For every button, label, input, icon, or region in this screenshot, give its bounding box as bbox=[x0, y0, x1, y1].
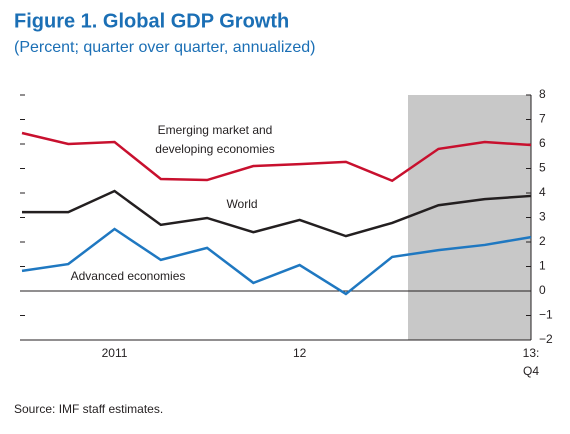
x-tick-label: 12 bbox=[293, 346, 307, 360]
chart-subtitle: (Percent; quarter over quarter, annualiz… bbox=[14, 39, 316, 56]
projection-shade bbox=[408, 95, 531, 340]
y-tick-label: 7 bbox=[539, 112, 546, 126]
y-tick-label: 3 bbox=[539, 210, 546, 224]
y-tick-label: 1 bbox=[539, 259, 546, 273]
y-tick-label: 0 bbox=[539, 283, 546, 297]
y-tick-label: 5 bbox=[539, 161, 546, 175]
chart-title: Figure 1. Global GDP Growth bbox=[14, 10, 289, 32]
x-tick-label-line2: Q4 bbox=[523, 364, 539, 378]
series-label: developing economies bbox=[155, 142, 274, 156]
series-label: Emerging market and bbox=[158, 123, 273, 137]
series-line bbox=[22, 189, 532, 238]
y-tick-label: 6 bbox=[539, 136, 546, 150]
series-label: Advanced economies bbox=[71, 269, 186, 283]
y-tick-label: −2 bbox=[539, 332, 553, 346]
series-line bbox=[21, 227, 532, 296]
x-tick-label: 13: bbox=[523, 346, 540, 360]
series-line bbox=[21, 131, 532, 183]
y-tick-label: 8 bbox=[539, 87, 546, 101]
x-tick-label: 2011 bbox=[102, 346, 128, 360]
y-tick-label: −1 bbox=[539, 308, 553, 322]
y-tick-label: 2 bbox=[539, 234, 546, 248]
source-note: Source: IMF staff estimates. bbox=[14, 402, 163, 416]
series-label: World bbox=[226, 197, 257, 211]
y-tick-label: 4 bbox=[539, 185, 546, 199]
